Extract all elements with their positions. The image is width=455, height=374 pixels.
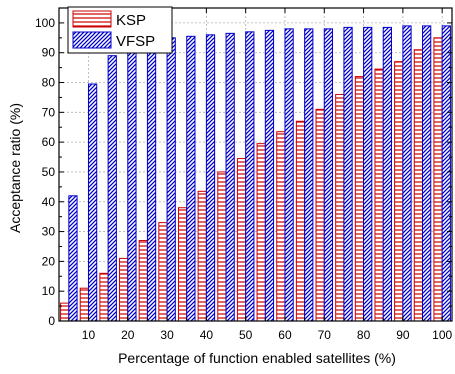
x-tick-label: 30 bbox=[160, 328, 174, 342]
bar-ksp: KSP 95: 91 bbox=[413, 49, 424, 322]
y-tick-label: 10 bbox=[42, 284, 56, 298]
x-tick-label: 20 bbox=[121, 328, 135, 342]
x-tick-label: 70 bbox=[318, 328, 332, 342]
x-axis-label: Percentage of function enabled satellite… bbox=[118, 350, 396, 366]
bar-vfsp: VFSP 75: 98.5 bbox=[343, 26, 353, 322]
bar-vfsp: VFSP 15: 89 bbox=[107, 55, 117, 322]
x-tick-label: 90 bbox=[396, 328, 410, 342]
bar-vfsp: VFSP 10: 79.5 bbox=[87, 83, 98, 322]
bar-vfsp: VFSP 50: 97 bbox=[245, 31, 255, 322]
grid-lines bbox=[59, 8, 452, 321]
bar-ksp: KSP 10: 11 bbox=[79, 287, 89, 322]
bar-vfsp: VFSP 30: 95 bbox=[166, 37, 176, 322]
y-tick-label: 30 bbox=[42, 225, 56, 239]
y-tick-label: 70 bbox=[42, 105, 56, 119]
x-tick-label: 60 bbox=[278, 328, 292, 342]
y-tick-label: 100 bbox=[35, 16, 55, 30]
bar-vfsp: VFSP 20: 93.5 bbox=[127, 41, 137, 322]
bar-ksp: KSP 100: 95 bbox=[433, 37, 443, 322]
x-tick-label: 10 bbox=[82, 328, 96, 342]
bar-ksp: KSP 25: 27 bbox=[138, 240, 148, 322]
y-tick-label: 90 bbox=[42, 46, 56, 60]
y-tick-label: 50 bbox=[42, 165, 56, 179]
plot-frame bbox=[58, 7, 453, 322]
y-tick-label: 20 bbox=[42, 254, 56, 268]
bar-ksp: KSP 55: 59.5 bbox=[256, 143, 266, 322]
x-tick-label: 100 bbox=[432, 328, 452, 342]
bar-ksp: KSP 40: 43.5 bbox=[197, 190, 207, 322]
bar-ksp: KSP 50: 54.5 bbox=[236, 158, 247, 322]
bar-vfsp: VFSP 55: 97.5 bbox=[264, 29, 275, 322]
legend-label-vfsp: VFSP bbox=[116, 33, 155, 50]
x-tick-label: 50 bbox=[239, 328, 253, 342]
y-tick-label: 0 bbox=[48, 314, 55, 328]
bar-vfsp: VFSP 25: 94 bbox=[146, 40, 157, 322]
bar-ksp: KSP 60: 63.5 bbox=[276, 131, 286, 322]
bar-ksp: KSP 35: 38 bbox=[177, 207, 188, 322]
y-tick-label: 60 bbox=[42, 135, 56, 149]
bar-ksp: KSP 70: 71 bbox=[315, 108, 325, 322]
bar-ksp: KSP 65: 67 bbox=[295, 120, 306, 322]
bar-vfsp: VFSP 40: 96 bbox=[205, 34, 216, 322]
bar-ksp: KSP 45: 50 bbox=[217, 171, 227, 322]
bar-vfsp: VFSP 70: 98 bbox=[323, 28, 334, 322]
bar-ksp: KSP 15: 16 bbox=[99, 272, 109, 322]
bars-group: KSP 5: 6VFSP 5: 42KSP 10: 11VFSP 10: 79.… bbox=[60, 25, 451, 322]
bar-vfsp: VFSP 45: 96.5 bbox=[225, 32, 235, 322]
x-tick-label: 40 bbox=[200, 328, 214, 342]
bar-ksp: KSP 85: 84.5 bbox=[374, 68, 384, 322]
x-tick-label: 80 bbox=[357, 328, 371, 342]
legend: KSP VFSP bbox=[67, 6, 173, 54]
bar-vfsp: VFSP 5: 42 bbox=[68, 195, 78, 322]
bar-vfsp: VFSP 65: 98 bbox=[304, 28, 314, 322]
bar-vfsp: VFSP 90: 99 bbox=[402, 25, 412, 322]
bar-ksp: KSP 80: 82 bbox=[354, 76, 365, 322]
axes bbox=[58, 7, 453, 322]
bar-ksp: KSP 90: 87 bbox=[394, 61, 404, 322]
bar-vfsp: VFSP 35: 95.5 bbox=[186, 35, 196, 322]
legend-label-ksp: KSP bbox=[116, 12, 146, 29]
bar-vfsp: VFSP 95: 99 bbox=[422, 25, 432, 322]
legend-swatch-vfsp bbox=[72, 31, 112, 49]
bar-vfsp: VFSP 85: 98.5 bbox=[382, 26, 392, 322]
y-tick-label: 80 bbox=[42, 76, 56, 90]
tick-labels: 0 10 20 30 40 50 60 70 80 90 100 10 20 30 40 50 60 70 80 90… bbox=[35, 16, 453, 342]
legend-swatch-ksp bbox=[72, 10, 112, 28]
bar-ksp: KSP 75: 76 bbox=[335, 93, 345, 322]
bar-ksp: KSP 20: 21 bbox=[119, 257, 129, 322]
y-axis-label: Acceptance ratio (%) bbox=[7, 103, 23, 233]
bar-vfsp: VFSP 80: 98.5 bbox=[363, 26, 373, 322]
bar-vfsp: VFSP 60: 98 bbox=[284, 28, 294, 322]
bar-ksp: KSP 30: 33 bbox=[158, 222, 168, 322]
y-tick-label: 40 bbox=[42, 195, 56, 209]
